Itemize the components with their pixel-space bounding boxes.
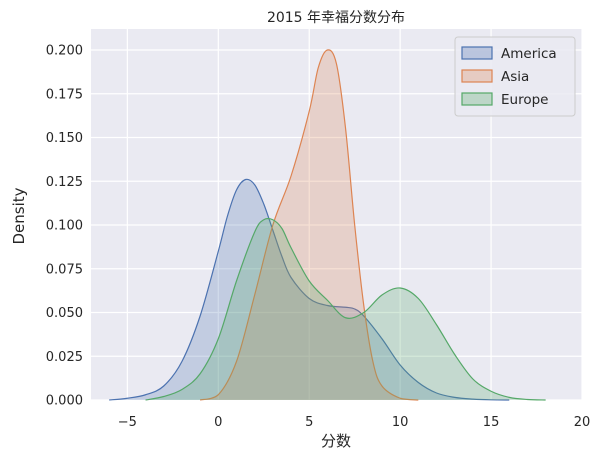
legend-label-asia: Asia xyxy=(501,69,529,85)
y-tick-label: 0.050 xyxy=(46,306,83,321)
y-tick-label: 0.175 xyxy=(46,87,83,102)
y-tick-label: 0.125 xyxy=(46,175,83,190)
x-tick-label: 5 xyxy=(305,415,313,430)
density-line-america xyxy=(109,178,510,401)
grid-lines xyxy=(91,29,583,401)
chart-title: 2015 年幸福分数分布 xyxy=(267,10,405,26)
x-tick-label: −5 xyxy=(118,415,137,430)
y-tick-labels: 0.000 0.025 0.050 0.075 0.100 0.125 0.150 0.175… xyxy=(46,44,83,409)
legend-swatch-asia xyxy=(461,69,493,83)
legend-swatch-europe xyxy=(461,92,493,106)
legend-label-europe: Europe xyxy=(501,92,548,108)
density-areas xyxy=(109,49,546,401)
density-line-asia xyxy=(199,49,419,401)
legend-label-america: America xyxy=(501,46,557,62)
y-tick-label: 0.075 xyxy=(46,262,83,277)
legend-swatch-america xyxy=(461,46,493,60)
y-tick-label: 0.150 xyxy=(46,131,83,146)
area-fill-america xyxy=(109,179,510,400)
x-tick-label: 15 xyxy=(483,415,500,430)
density-line-europe xyxy=(145,217,546,401)
y-axis-label: Density xyxy=(10,187,28,244)
x-tick-label: 10 xyxy=(392,415,409,430)
x-axis-label: 分数 xyxy=(321,432,351,450)
legend-box xyxy=(454,36,576,117)
area-fill-europe xyxy=(145,218,546,400)
legend: America Asia Europe xyxy=(454,36,576,117)
y-tick-label: 0.025 xyxy=(46,350,83,365)
y-tick-label: 0.200 xyxy=(46,44,83,59)
x-tick-label: 20 xyxy=(574,415,591,430)
y-tick-label: 0.100 xyxy=(46,219,83,234)
y-tick-label: 0.000 xyxy=(46,394,83,409)
x-tick-labels: −5 0 5 10 15 20 xyxy=(118,415,590,430)
x-tick-label: 0 xyxy=(214,415,222,430)
